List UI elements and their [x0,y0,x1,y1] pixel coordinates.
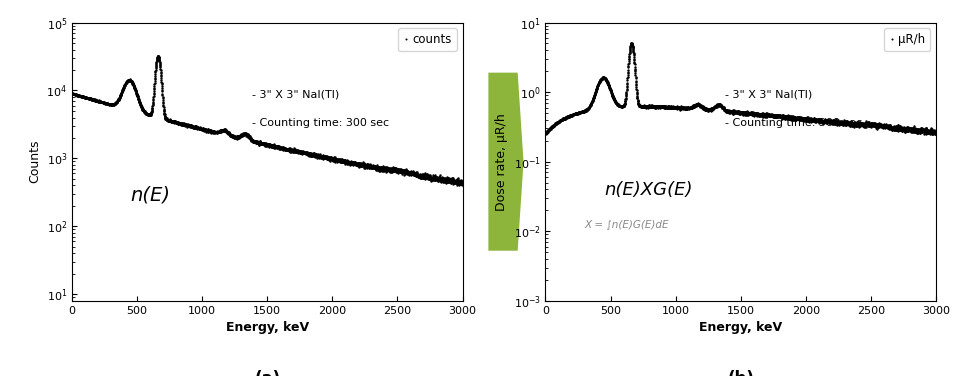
Legend: counts: counts [398,29,457,51]
Text: n(E): n(E) [131,186,171,205]
Text: - 3" X 3" NaI(Tl): - 3" X 3" NaI(Tl) [725,90,812,100]
Y-axis label: Counts: Counts [28,140,40,183]
Polygon shape [489,73,523,251]
Text: n(E)XG(E): n(E)XG(E) [604,181,692,199]
Text: (b): (b) [728,370,755,376]
Legend: μR/h: μR/h [884,29,930,51]
Text: X = ∫n(E)G(E)dE: X = ∫n(E)G(E)dE [585,220,669,230]
X-axis label: Energy, keV: Energy, keV [226,321,309,334]
Text: - Counting time: 300 sec: - Counting time: 300 sec [252,118,389,127]
Y-axis label: Dose rate, μR/h: Dose rate, μR/h [495,113,508,211]
X-axis label: Energy, keV: Energy, keV [699,321,782,334]
Text: (a): (a) [254,370,280,376]
Text: - Counting time: 300 sec: - Counting time: 300 sec [725,118,862,127]
Text: - 3" X 3" NaI(Tl): - 3" X 3" NaI(Tl) [252,90,339,100]
